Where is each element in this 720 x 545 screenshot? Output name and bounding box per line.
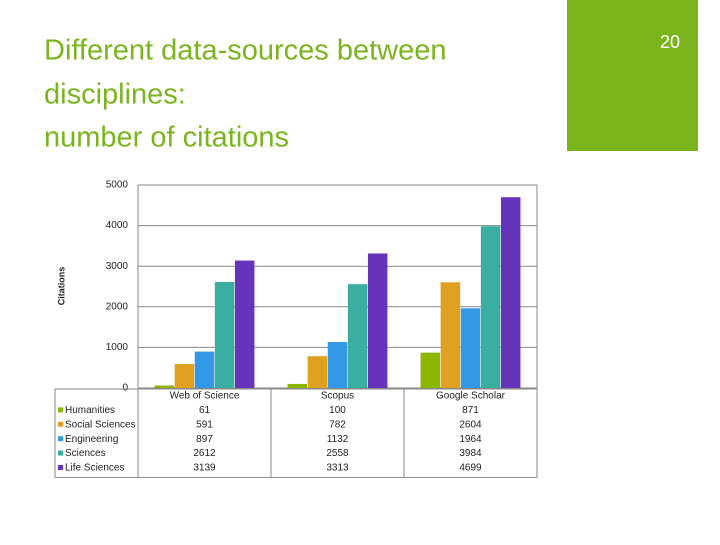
y-tick-label: 4000 <box>106 220 129 231</box>
table-value: 61 <box>199 405 211 416</box>
bar <box>154 385 175 388</box>
bar <box>307 356 328 388</box>
x-tick-label: Google Scholar <box>436 391 506 402</box>
table-value: 2604 <box>459 419 482 430</box>
title-line: number of citations <box>44 122 289 154</box>
y-tick-label: 0 <box>122 383 128 394</box>
legend-swatch <box>58 407 63 413</box>
table-value: 3984 <box>459 448 482 459</box>
x-tick-label: Scopus <box>321 391 354 402</box>
table-value: 3313 <box>326 463 349 474</box>
y-tick-label: 5000 <box>106 180 129 191</box>
table-value: 2612 <box>193 448 216 459</box>
table-value: 897 <box>196 434 213 445</box>
table-value: 871 <box>462 405 479 416</box>
legend-label: Engineering <box>65 434 118 445</box>
bar <box>174 364 195 388</box>
bar <box>500 197 521 388</box>
bar <box>460 308 481 388</box>
legend-label: Humanities <box>65 405 115 416</box>
bar <box>440 282 461 388</box>
slide-number: 20 <box>660 32 680 52</box>
legend-label: Sciences <box>65 448 106 459</box>
bar <box>420 352 441 388</box>
bar <box>287 383 308 388</box>
title-line: Different data-sources between <box>44 35 446 67</box>
legend-label: Social Sciences <box>65 419 136 430</box>
table-value: 100 <box>329 405 346 416</box>
bar <box>327 342 348 388</box>
table-value: 2558 <box>326 448 349 459</box>
legend-swatch <box>58 450 63 456</box>
title-line: disciplines: <box>44 79 186 111</box>
y-tick-label: 2000 <box>106 301 129 312</box>
legend-swatch <box>58 421 63 427</box>
bar <box>347 284 368 388</box>
table-value: 3139 <box>193 463 216 474</box>
x-tick-label: Web of Science <box>170 391 240 402</box>
table-value: 1132 <box>327 434 349 445</box>
y-axis-label: Citations <box>56 267 66 306</box>
number-box <box>567 0 698 151</box>
y-tick-label: 1000 <box>106 342 129 353</box>
table-value: 4699 <box>459 463 482 474</box>
bar <box>234 260 255 388</box>
legend-swatch <box>58 436 63 442</box>
bar <box>194 351 215 388</box>
bar <box>480 226 501 388</box>
bar <box>214 281 235 388</box>
legend-label: Life Sciences <box>65 463 124 474</box>
y-tick-label: 3000 <box>106 261 129 272</box>
table-value: 591 <box>196 419 213 430</box>
bar <box>367 253 388 388</box>
legend-swatch <box>58 465 63 470</box>
table-value: 782 <box>329 419 346 430</box>
table-value: 1964 <box>459 434 482 445</box>
